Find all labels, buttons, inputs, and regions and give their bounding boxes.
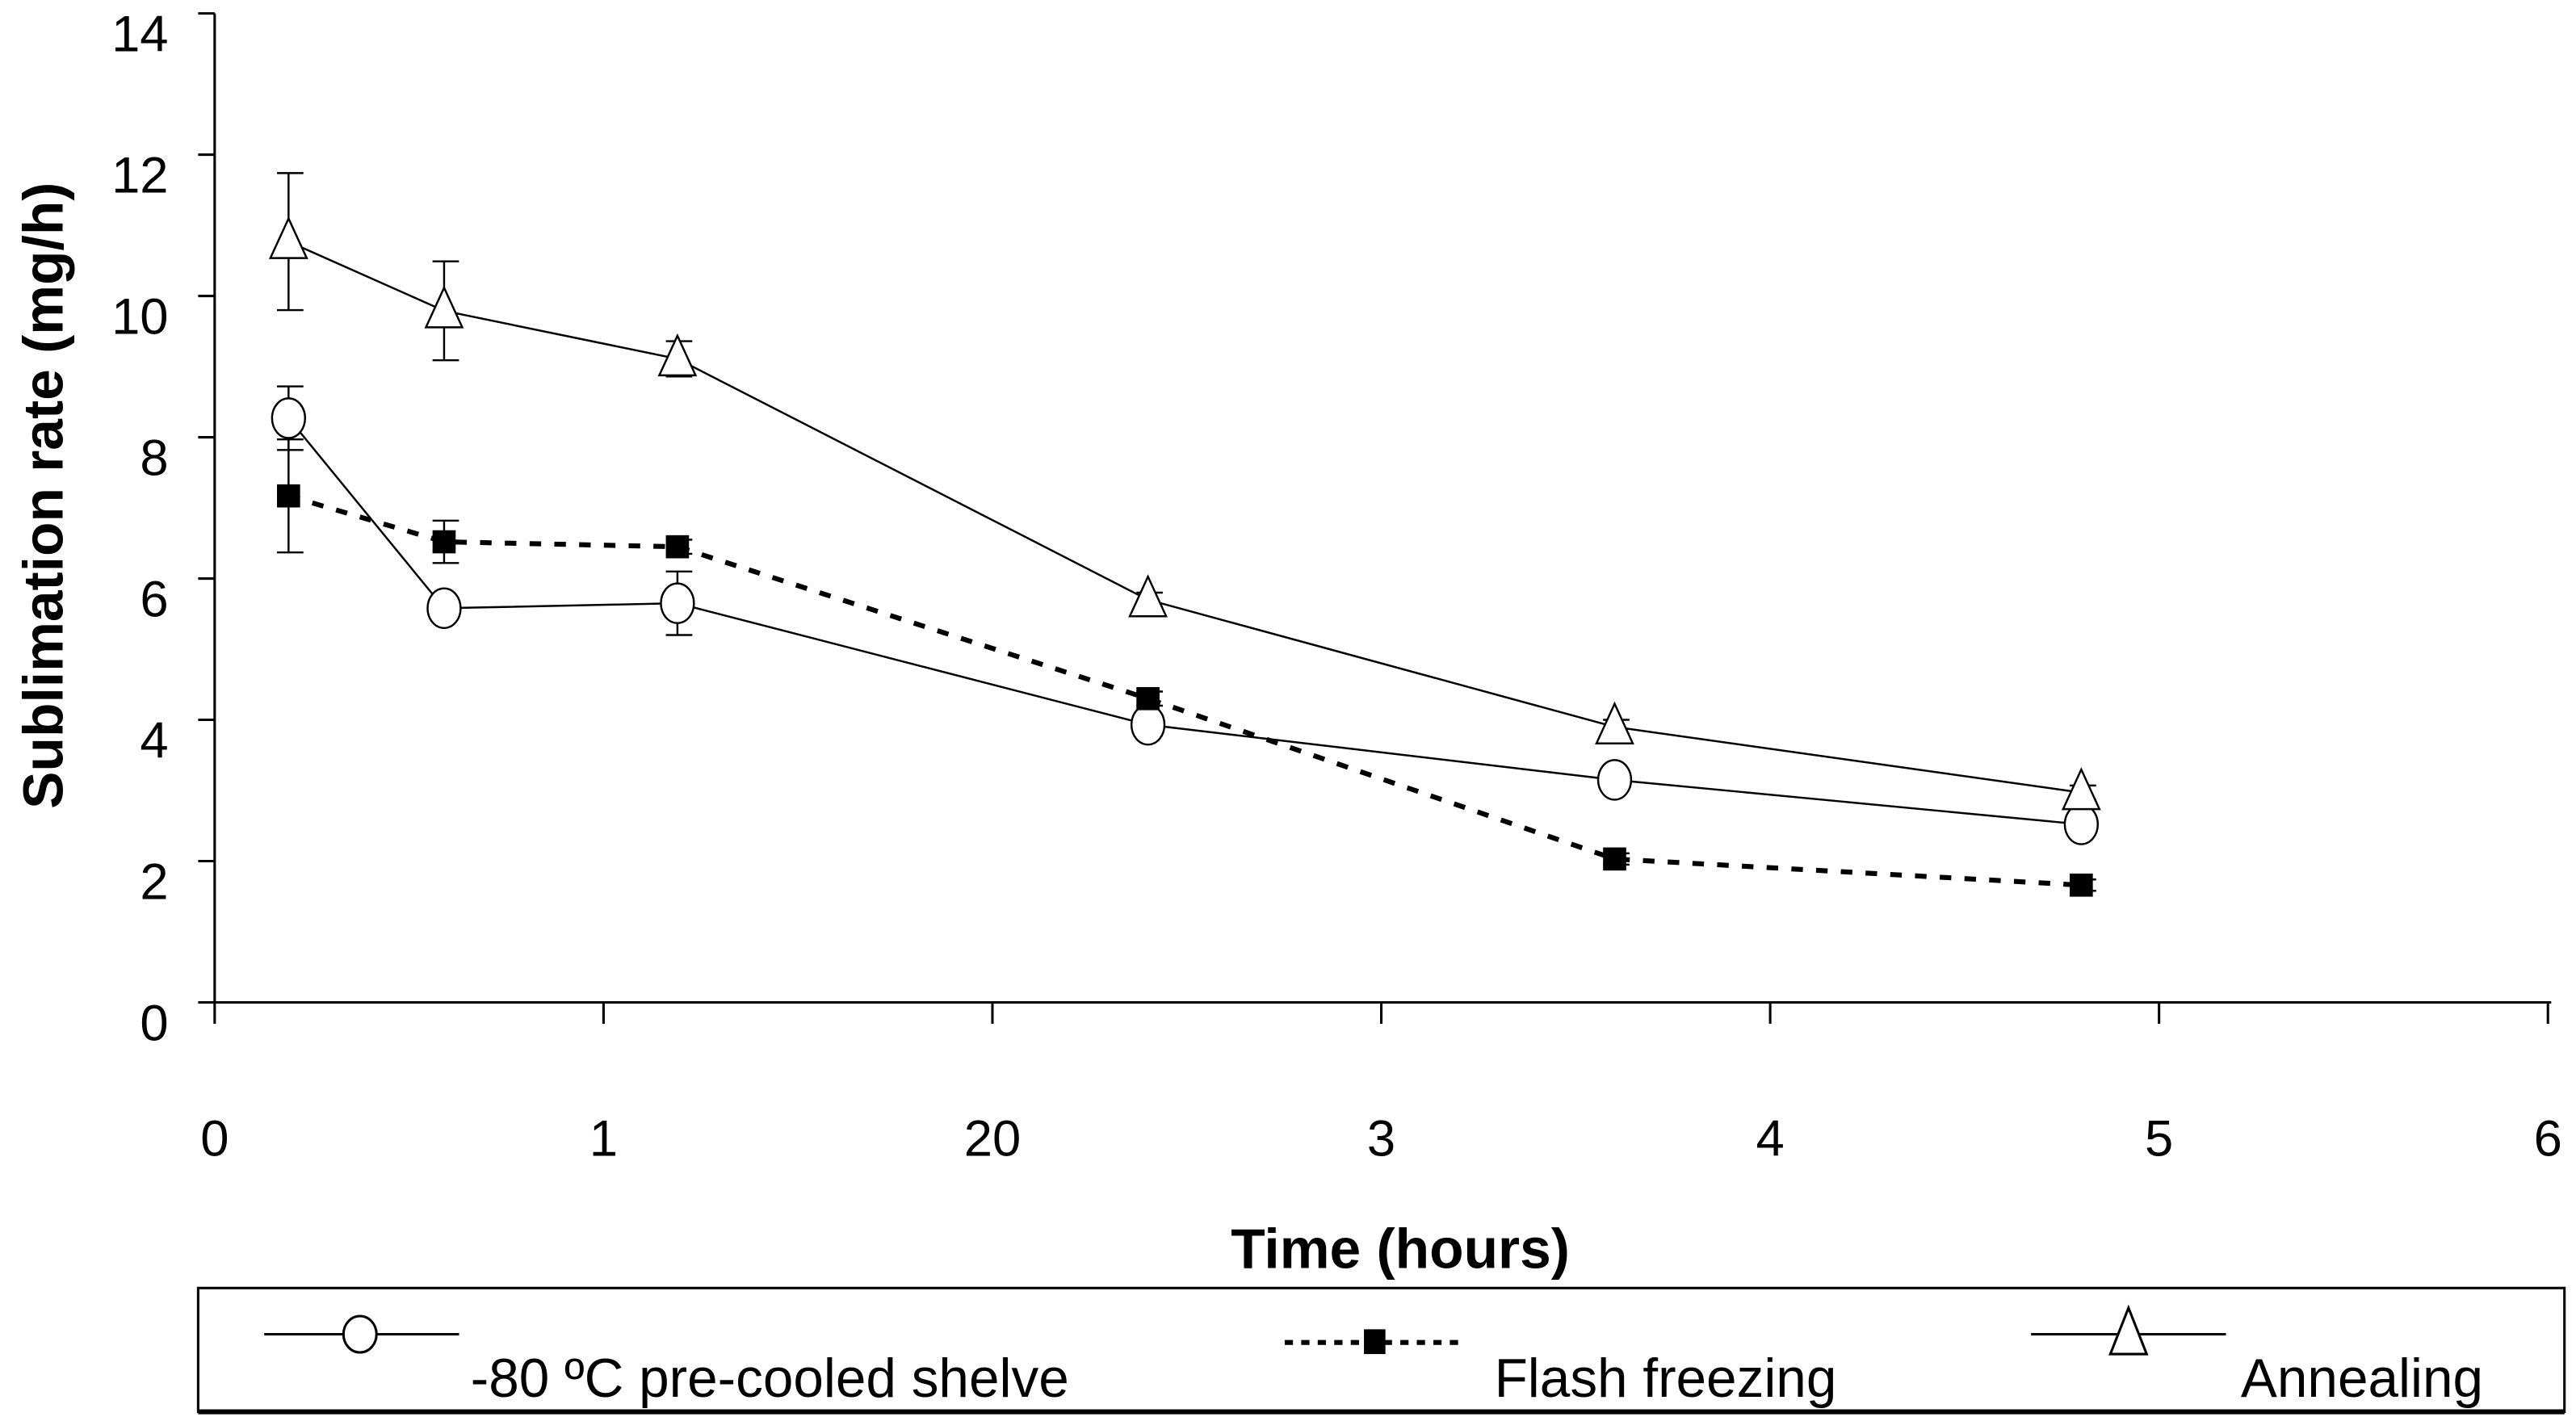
legend-square-icon — [1364, 1329, 1386, 1355]
series-circle — [271, 385, 2100, 845]
x-tick-label: 4 — [1756, 1111, 1784, 1168]
legend-triangle-icon — [2108, 1304, 2149, 1356]
y-tick-label: 2 — [140, 854, 168, 911]
x-tick-label: 1 — [589, 1111, 618, 1168]
data-point-square — [2070, 873, 2093, 897]
legend-label-precooled: -80 ºC pre-cooled shelve — [471, 1348, 1069, 1409]
data-point-circle — [271, 397, 307, 439]
y-tick-label: 12 — [111, 148, 168, 204]
data-point-square — [1603, 847, 1626, 871]
legend: -80 ºC pre-cooled shelve Flash freezing … — [196, 1286, 2566, 1415]
data-point-circle — [660, 582, 695, 624]
legend-label-annealing: Annealing — [2241, 1348, 2483, 1409]
y-axis-title: Sublimation rate (mg/h) — [12, 182, 75, 809]
y-tick-label: 14 — [111, 6, 168, 63]
data-point-circle — [1130, 703, 1166, 746]
data-point-circle — [1596, 759, 1633, 801]
data-point-triangle — [1128, 574, 1168, 618]
x-tick-label: 3 — [1367, 1111, 1395, 1168]
axes: 0 2 4 6 8 10 12 14 0 1 20 3 4 5 6 — [111, 6, 2562, 1168]
legend-circle-icon — [342, 1314, 378, 1354]
data-point-square — [665, 535, 690, 559]
series-line — [287, 241, 2082, 794]
data-point-triangle — [268, 216, 308, 259]
data-point-square — [432, 530, 456, 554]
series-triangle — [268, 172, 2101, 811]
x-tick-label: 20 — [964, 1111, 1022, 1168]
data-point-circle — [426, 587, 462, 630]
y-tick-label: 10 — [111, 289, 168, 346]
data-point-triangle — [424, 285, 464, 329]
data-point-square — [1136, 686, 1160, 711]
series-line — [287, 493, 2082, 888]
series-group — [268, 172, 2101, 897]
series-line — [287, 417, 2082, 826]
y-tick-label: 0 — [140, 996, 168, 1052]
data-point-triangle — [657, 333, 698, 377]
series-square — [277, 438, 2096, 897]
x-tick-label: 6 — [2534, 1111, 2562, 1168]
data-point-circle — [2063, 803, 2100, 845]
y-tick-label: 4 — [140, 713, 168, 769]
legend-label-flash: Flash freezing — [1495, 1348, 1837, 1409]
x-axis-title: Time (hours) — [1231, 1218, 1570, 1281]
x-tick-label: 0 — [200, 1111, 229, 1168]
data-point-triangle — [1595, 701, 1634, 744]
data-point-triangle — [2061, 767, 2101, 811]
y-tick-label: 8 — [140, 430, 168, 487]
y-tick-label: 6 — [140, 572, 168, 628]
x-tick-label: 5 — [2145, 1111, 2173, 1168]
data-point-square — [277, 484, 300, 508]
